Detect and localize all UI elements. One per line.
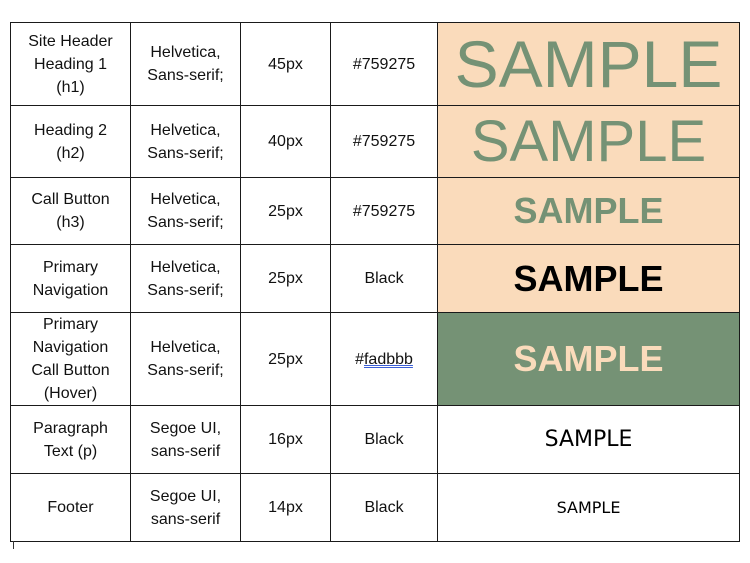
font-family-line: Segoe UI, [149, 419, 222, 437]
table-row: Site Header Heading 1 (h1) Helvetica, Sa… [10, 22, 740, 106]
font-family-line: Segoe UI, [149, 487, 222, 505]
element-name-line: Heading 2 [34, 121, 107, 139]
font-family-cell: Segoe UI, sans-serif [130, 405, 241, 474]
table-row: Heading 2 (h2) Helvetica, Sans-serif; 40… [10, 105, 740, 178]
table-row: Paragraph Text (p) Segoe UI, sans-serif … [10, 405, 740, 474]
table-row: Call Button (h3) Helvetica, Sans-serif; … [10, 177, 740, 245]
element-name-line: (h2) [56, 144, 85, 162]
element-name-line: Paragraph [33, 419, 108, 437]
font-family-line: Helvetica, [150, 44, 221, 61]
font-family-line: sans-serif [150, 442, 221, 460]
sample-preview-cell: SAMPLE [437, 105, 740, 178]
color-cell: #759275 [330, 22, 438, 106]
sample-text-h2: SAMPLE [470, 108, 707, 174]
font-size-cell: 16px [240, 405, 331, 474]
element-name-line: Heading 1 [34, 55, 107, 73]
color-cell: #759275 [330, 105, 438, 178]
color-value: #759275 [352, 55, 416, 73]
color-cell: Black [330, 473, 438, 542]
element-name-cell: Call Button (h3) [10, 177, 131, 245]
sample-preview-cell: SAMPLE [437, 405, 740, 474]
font-family-line: Helvetica, [150, 258, 221, 276]
sample-text-h1: SAMPLE [454, 27, 723, 101]
font-family-cell: Helvetica, Sans-serif; [130, 177, 241, 245]
element-name-line: (h3) [56, 214, 85, 231]
element-name-cell: Heading 2 (h2) [10, 105, 131, 178]
color-cell: #759275 [330, 177, 438, 245]
sample-preview-cell: SAMPLE [437, 177, 740, 245]
font-family-cell: Helvetica, Sans-serif; [130, 312, 241, 406]
element-name-cell: Paragraph Text (p) [10, 405, 131, 474]
sample-preview-cell: SAMPLE [437, 473, 740, 542]
color-value: #759275 [352, 133, 416, 150]
element-name-line: (h1) [56, 78, 85, 96]
text-cursor [13, 541, 14, 549]
sample-preview-cell: SAMPLE [437, 312, 740, 406]
sample-text-h3: SAMPLE [513, 190, 664, 231]
font-family-line: Helvetica, [150, 339, 221, 356]
font-family-line: Sans-serif; [147, 67, 224, 84]
font-size-cell: 25px [240, 177, 331, 245]
font-family-line: Sans-serif; [147, 214, 224, 231]
sample-text-nav: SAMPLE [513, 257, 664, 299]
font-family-cell: Helvetica, Sans-serif; [130, 105, 241, 178]
color-value: Black [364, 499, 404, 516]
element-name-line: Primary [42, 258, 99, 276]
font-size-cell: 25px [240, 312, 331, 406]
color-cell: Black [330, 405, 438, 474]
element-name-line: Navigation [32, 281, 109, 299]
element-name-cell: Primary Navigation Call Button (Hover) [10, 312, 131, 406]
table-row: Footer Segoe UI, sans-serif 14px Black S… [10, 473, 740, 542]
sample-text-hover: SAMPLE [513, 338, 664, 379]
element-name-line: Navigation [32, 339, 109, 356]
color-cell: Black [330, 244, 438, 313]
font-family-line: sans-serif [150, 510, 221, 528]
color-value-prefix: # [355, 350, 364, 368]
element-name-line: (Hover) [43, 385, 98, 402]
element-name-cell: Site Header Heading 1 (h1) [10, 22, 131, 106]
element-name-cell: Footer [10, 473, 131, 542]
element-name-line: Footer [47, 499, 94, 516]
font-family-line: Sans-serif; [147, 362, 224, 379]
sample-preview-cell: SAMPLE [437, 22, 740, 106]
font-size-cell: 40px [240, 105, 331, 178]
font-size-cell: 25px [240, 244, 331, 313]
font-size-cell: 14px [240, 473, 331, 542]
element-name-line: Primary [42, 316, 99, 333]
element-name-cell: Primary Navigation [10, 244, 131, 313]
element-name-line: Text (p) [43, 442, 98, 460]
color-value: Black [364, 270, 404, 287]
color-cell: #fadbbb [330, 312, 438, 406]
color-value-spellcheck: fadbbb [363, 350, 413, 368]
font-family-line: Sans-serif; [147, 144, 224, 162]
font-family-cell: Helvetica, Sans-serif; [130, 244, 241, 313]
sample-text-paragraph: SAMPLE [544, 426, 633, 452]
color-value: #759275 [352, 202, 416, 220]
element-name-line: Call Button [31, 362, 110, 379]
table-row: Primary Navigation Call Button (Hover) H… [10, 312, 740, 406]
font-family-line: Helvetica, [150, 191, 221, 208]
sample-text-footer: SAMPLE [556, 497, 621, 517]
element-name-line: Site Header [28, 32, 113, 50]
font-family-cell: Segoe UI, sans-serif [130, 473, 241, 542]
sample-preview-cell: SAMPLE [437, 244, 740, 313]
font-family-line: Sans-serif; [147, 281, 224, 299]
font-family-cell: Helvetica, Sans-serif; [130, 22, 241, 106]
element-name-line: Call Button [31, 191, 110, 208]
table-row: Primary Navigation Helvetica, Sans-serif… [10, 244, 740, 313]
style-guide-table: Site Header Heading 1 (h1) Helvetica, Sa… [10, 22, 740, 542]
color-value: Black [364, 431, 404, 448]
font-size-cell: 45px [240, 22, 331, 106]
font-family-line: Helvetica, [150, 121, 221, 139]
